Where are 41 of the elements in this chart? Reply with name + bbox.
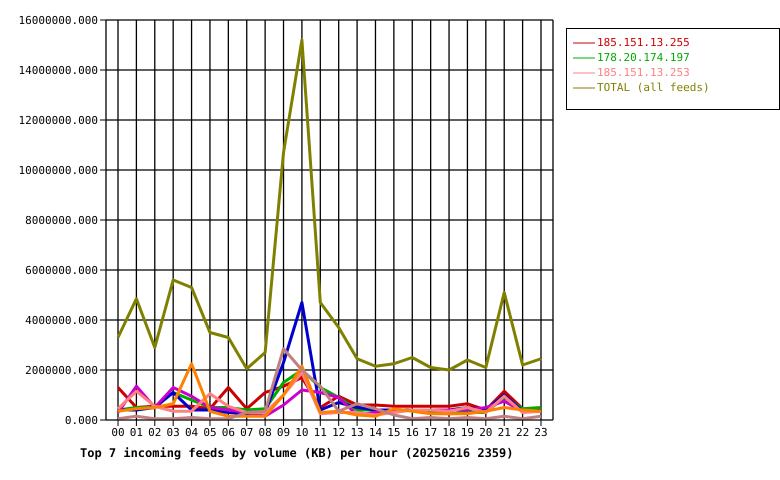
y-tick-label: 12000000.000 bbox=[18, 114, 98, 127]
legend-label: TOTAL (all feeds) bbox=[597, 81, 710, 94]
y-tick-label: 2000000.000 bbox=[25, 364, 98, 377]
x-tick-label: 19 bbox=[460, 426, 474, 439]
x-tick-label: 12 bbox=[332, 426, 346, 439]
y-tick-label: 4000000.000 bbox=[25, 314, 98, 327]
line-series bbox=[116, 362, 542, 418]
x-tick-label: 02 bbox=[148, 426, 162, 439]
y-tick-label: 10000000.000 bbox=[18, 164, 98, 177]
x-tick-label: 21 bbox=[498, 426, 511, 439]
x-tick-label: 18 bbox=[442, 426, 456, 439]
x-tick-label: 10 bbox=[295, 426, 309, 439]
x-tick-label: 23 bbox=[534, 426, 548, 439]
legend-label: 178.20.174.197 bbox=[597, 51, 690, 64]
y-tick-label: 6000000.000 bbox=[25, 264, 98, 277]
y-tick-label: 0.000 bbox=[64, 414, 98, 427]
x-tick-label: 03 bbox=[166, 426, 180, 439]
x-tick-label: 22 bbox=[516, 426, 530, 439]
x-tick-label: 15 bbox=[387, 426, 400, 439]
x-tick-label: 13 bbox=[350, 426, 364, 439]
x-tick-label: 04 bbox=[184, 426, 199, 439]
x-tick-label: 08 bbox=[258, 426, 272, 439]
y-tick-label: 14000000.000 bbox=[18, 64, 98, 77]
x-tick-label: 01 bbox=[130, 426, 144, 439]
x-tick-label: 00 bbox=[111, 426, 125, 439]
x-tick-label: 17 bbox=[424, 426, 438, 439]
x-tick-label: 09 bbox=[276, 426, 290, 439]
legend-label: 185.151.13.255 bbox=[597, 36, 690, 49]
y-tick-label: 16000000.000 bbox=[18, 14, 98, 27]
text: Top 7 incoming feeds by volume (KB) per hour (20250216 2359) bbox=[80, 446, 514, 460]
x-tick-label: 14 bbox=[368, 426, 382, 439]
x-tick-label: 11 bbox=[314, 426, 327, 439]
x-tick-label: 16 bbox=[406, 426, 419, 439]
x-tick-label: 06 bbox=[222, 426, 235, 439]
x-tick-label: 07 bbox=[240, 426, 254, 439]
x-tick-label: 20 bbox=[479, 426, 492, 439]
line-series bbox=[116, 347, 542, 420]
x-tick-label: 05 bbox=[203, 426, 217, 439]
legend-label: 185.151.13.253 bbox=[597, 66, 690, 79]
y-tick-label: 8000000.000 bbox=[25, 214, 98, 227]
line-series bbox=[116, 38, 542, 372]
